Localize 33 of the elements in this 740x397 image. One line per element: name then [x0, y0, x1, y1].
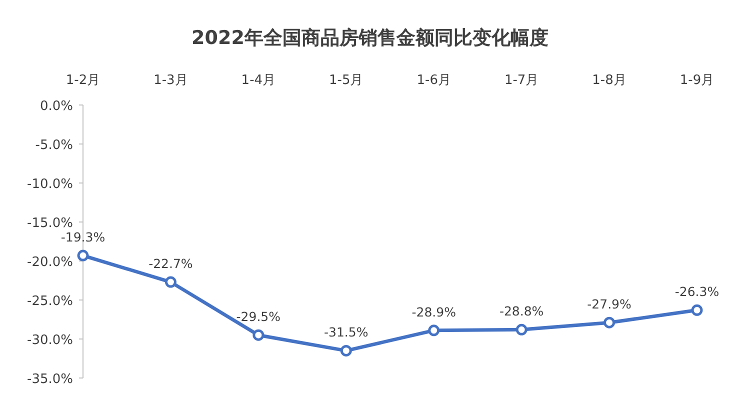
data-label: -26.3% — [674, 284, 720, 300]
point — [77, 250, 89, 262]
x-tick-label: 1-6月 — [416, 73, 451, 88]
point — [164, 276, 176, 288]
point — [340, 344, 352, 356]
x-tick-label: 1-7月 — [504, 73, 539, 88]
y-tick-label: -15.0% — [27, 216, 73, 231]
data-label: -29.5% — [236, 309, 281, 324]
y-tick-label: 0.0% — [40, 99, 73, 114]
x-tick-label: 1-8月 — [592, 73, 626, 88]
chart-title: 2022年全国商品房销售金额同比变化幅度 — [192, 27, 548, 49]
y-tick-label: -20.0% — [27, 255, 73, 270]
point — [691, 304, 703, 316]
y-tick-label: -35.0% — [27, 372, 73, 387]
x-tick-label: 1-5月 — [329, 73, 364, 88]
y-tick-label: -10.0% — [27, 177, 73, 192]
data-label: -27.9% — [587, 296, 632, 312]
data-label: -28.8% — [499, 304, 544, 319]
data-label: -31.5% — [324, 324, 368, 340]
y-tick-label: -30.0% — [27, 333, 73, 348]
x-tick-label: 1-9月 — [680, 73, 714, 88]
point — [516, 324, 528, 336]
x-tick-label: 1-4月 — [241, 73, 276, 88]
y-tick-label: -25.0% — [27, 294, 73, 309]
point — [428, 324, 440, 336]
y-tick-label: -5.0% — [35, 138, 73, 153]
data-label: -19.3% — [60, 230, 106, 245]
x-tick-label: 1-3月 — [154, 73, 188, 88]
point — [252, 329, 264, 341]
data-label: -28.9% — [412, 304, 456, 320]
x-tick-label: 1-2月 — [66, 73, 100, 88]
data-label: -22.7% — [148, 256, 193, 272]
point — [604, 316, 616, 328]
